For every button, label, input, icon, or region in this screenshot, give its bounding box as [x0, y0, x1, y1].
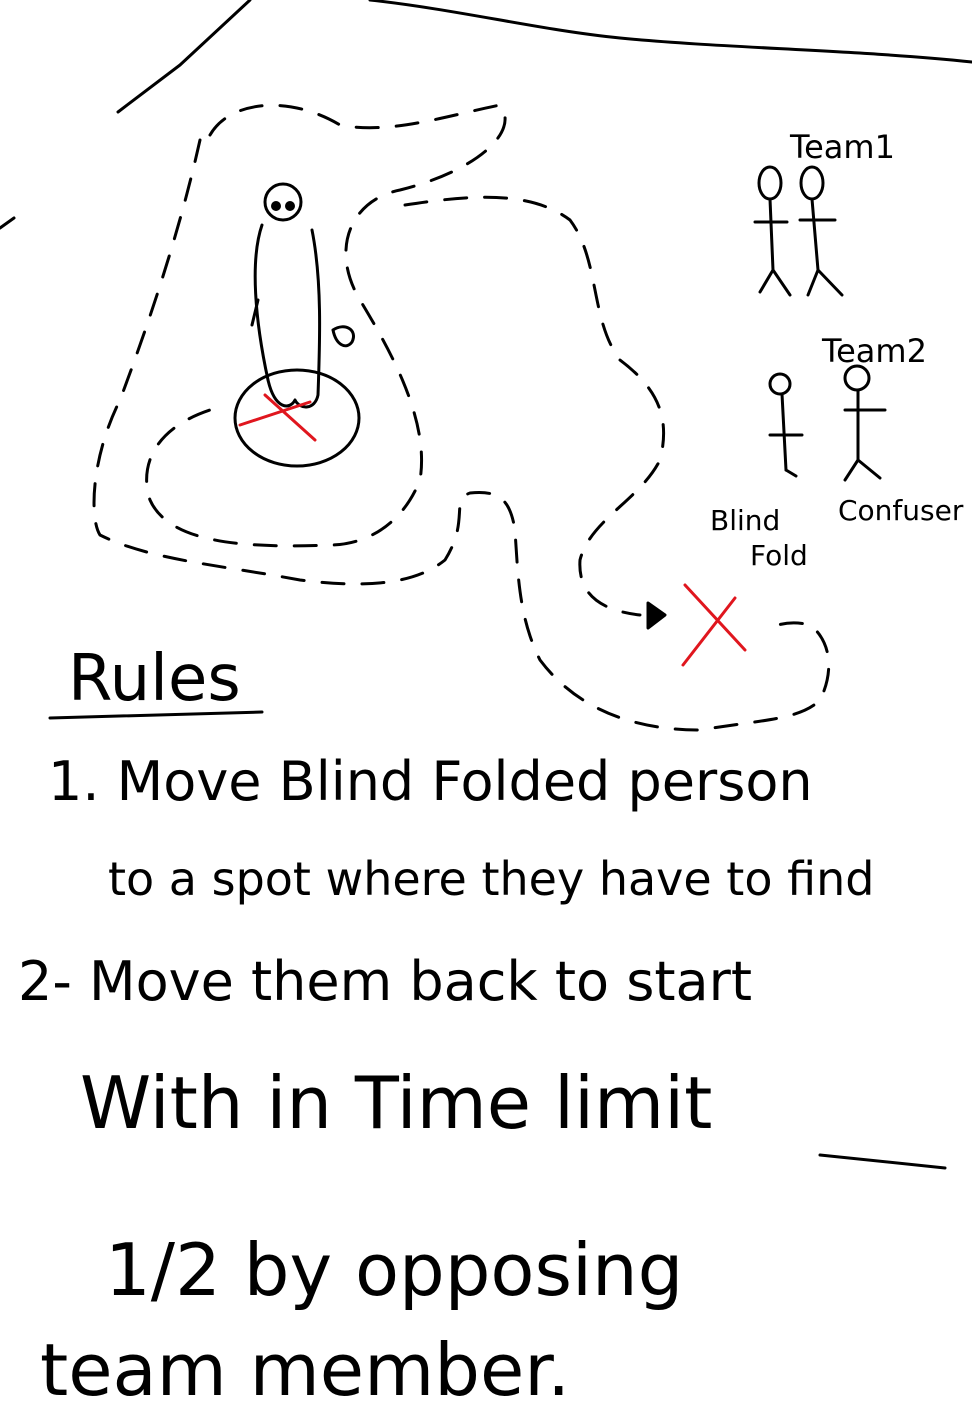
team2-blindfold-figure: [768, 372, 804, 478]
person-head: [263, 182, 303, 222]
rule-line-2: to a spot where they have to find: [108, 852, 874, 906]
confuser-role-label: Confuser: [838, 494, 964, 527]
start-person: [233, 182, 361, 468]
boundary-line: [116, 0, 252, 114]
rule-line-6: team member.: [40, 1328, 570, 1412]
person-hand-right: [331, 325, 355, 348]
rule-line-5: 1/2 by opposing: [105, 1228, 683, 1312]
dashed-maze-path: [145, 103, 507, 548]
blindfold-role-label-1: Blind: [710, 504, 780, 537]
blindfold-eye: [285, 201, 295, 211]
team2-confuser-figure: [843, 364, 887, 482]
team1-label: Team1: [789, 128, 895, 166]
blindfold-role-label-2: Fold: [750, 539, 808, 572]
arrow-head: [646, 601, 667, 630]
limit-underline: [818, 1153, 947, 1170]
start-pad: [233, 368, 361, 468]
boundary-line-top: [368, 0, 972, 64]
team1-figure-a: [753, 165, 792, 297]
destination-x: [681, 583, 747, 667]
boundary-tick: [0, 216, 16, 230]
start-marker-x: [238, 393, 317, 442]
rules-heading: Rules: [68, 642, 241, 716]
dashed-maze-outer: [92, 138, 831, 732]
team1-figure-b: [798, 165, 844, 297]
rule-line-1: 1. Move Blind Folded person: [48, 750, 813, 813]
rule-line-3: 2- Move them back to start: [18, 950, 752, 1013]
person-arm-left: [250, 298, 260, 327]
rule-line-4: With in Time limit: [80, 1061, 712, 1145]
blindfold-eye: [271, 201, 281, 211]
team2-label: Team2: [821, 332, 927, 370]
dashed-maze-inner: [403, 195, 666, 617]
person-body: [253, 223, 322, 409]
rules-underline: [48, 710, 264, 720]
